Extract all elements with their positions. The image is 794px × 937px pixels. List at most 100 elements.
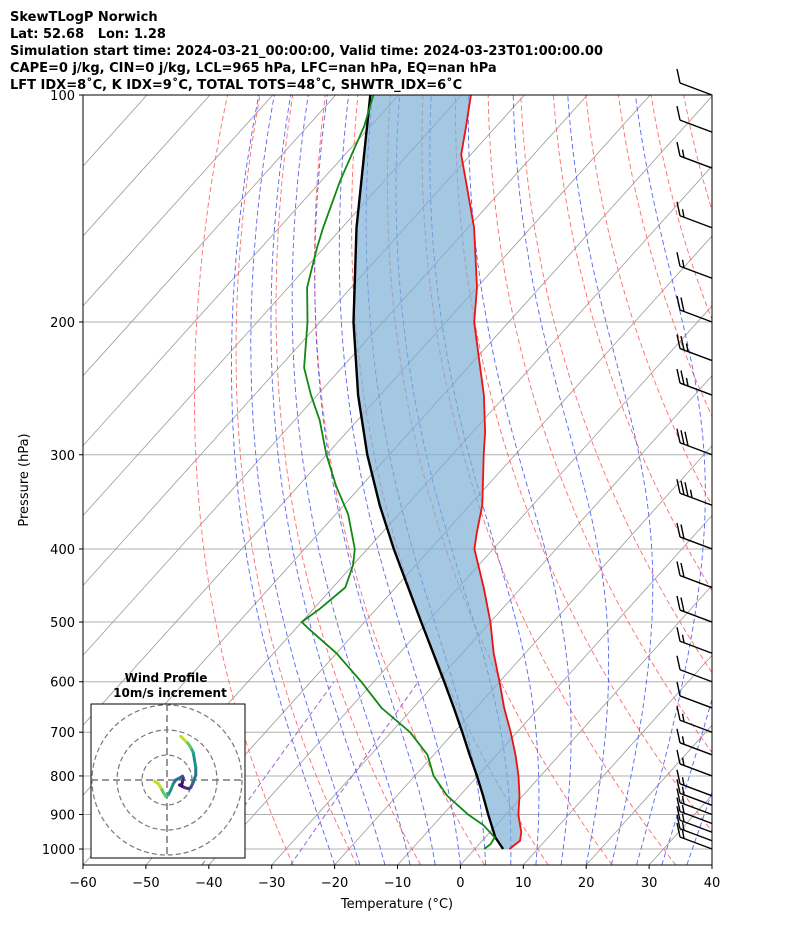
wind-barb-half (681, 736, 685, 745)
wind-barb-half (681, 795, 685, 805)
x-tick-label: −60 (69, 876, 96, 891)
wind-barb-full (676, 749, 681, 765)
parcel-profile-line (352, 95, 505, 850)
wind-barb-full (680, 297, 685, 312)
stability-indices-1: CAPE=0 j/kg, CIN=0 j/kg, LCL=965 hPa, LF… (10, 61, 497, 76)
wind-barb-shaft (679, 442, 713, 456)
isotherm-line (397, 514, 712, 865)
wind-barb-half (681, 822, 685, 831)
dry-adiabat-line (585, 95, 712, 507)
wind-barb-full (676, 627, 681, 642)
wind-barbs (676, 68, 713, 850)
wind-barb-half (681, 830, 685, 839)
dry-adiabat-line (487, 95, 712, 754)
isotherm-line (460, 584, 712, 865)
wind-barb (676, 797, 713, 825)
wind-barb-full (676, 334, 681, 349)
isotherm-line (83, 95, 274, 307)
wind-barb-full (680, 370, 685, 385)
wind-barb-shaft (679, 763, 713, 777)
hodograph-inset: Wind Profile 10m/s increment (90, 671, 246, 859)
isotherm-line (271, 375, 712, 865)
hodograph-plot (91, 704, 245, 858)
mixing-ratio-line (201, 681, 335, 865)
wind-barb-full (676, 252, 681, 267)
moist-adiabat-line (711, 863, 712, 865)
isotherm-line (145, 235, 712, 865)
hodograph-trace-low (153, 779, 160, 786)
dry-adiabat-line (455, 95, 712, 832)
wind-barb-full (676, 797, 681, 812)
dry-adiabat-line (716, 95, 794, 865)
y-tick-label: 500 (50, 616, 75, 631)
dry-adiabat-line (617, 95, 712, 418)
y-tick-label: 600 (50, 676, 75, 691)
wind-barb-shaft (679, 819, 713, 833)
isotherm-line (208, 305, 712, 865)
wind-barb-half (685, 377, 689, 387)
isotherm-line (648, 794, 712, 865)
wind-barb (676, 706, 713, 733)
wind-barb-shaft (679, 801, 713, 816)
wind-barb-full (676, 728, 681, 743)
wind-barb-full (676, 105, 681, 121)
isotherm-line (83, 95, 462, 517)
wind-barb (676, 295, 713, 323)
wind-barb (676, 655, 713, 683)
x-tick-label: −50 (132, 876, 159, 891)
wind-barb-half (685, 343, 689, 352)
wind-barb-shaft (679, 792, 713, 806)
moist-adiabat-line (231, 95, 336, 865)
wind-barb-shaft (679, 119, 713, 133)
wind-barb-full (680, 524, 685, 539)
wind-barb (676, 627, 713, 654)
wind-barb-full (676, 295, 681, 311)
dry-adiabat-line (683, 95, 712, 212)
dry-adiabat-line (520, 95, 712, 674)
wind-barb (676, 561, 713, 589)
isotherm-line (83, 95, 651, 726)
dry-adiabat-line (314, 95, 485, 865)
dry-adiabat-line (194, 95, 294, 865)
y-tick-label: 300 (50, 449, 75, 464)
x-tick-label: 0 (456, 876, 464, 891)
x-tick-label: 10 (515, 876, 532, 891)
wind-barb-full (676, 561, 681, 576)
wind-barb-shaft (679, 265, 713, 279)
wind-barb-full (676, 769, 681, 784)
wind-barb-shaft (679, 309, 713, 323)
y-tick-label: 200 (50, 316, 75, 331)
wind-barb-full (676, 68, 681, 84)
wind-barb-full (676, 141, 681, 157)
wind-barb (676, 479, 713, 506)
y-tick-label: 100 (50, 89, 75, 104)
wind-barb-half (681, 634, 685, 643)
dry-adiabat-line (552, 95, 712, 592)
wind-barb-full (676, 428, 681, 443)
wind-barb-full (680, 562, 685, 578)
wind-barb (676, 769, 713, 797)
wind-barb-full (676, 822, 681, 838)
wind-barb-full (680, 480, 685, 495)
station-title: SkewTLogP Norwich (10, 10, 158, 25)
wind-barb-full (676, 479, 681, 494)
x-tick-label: 30 (641, 876, 658, 891)
wind-barb (676, 595, 713, 623)
wind-barb-shaft (679, 719, 713, 733)
wind-barb-shaft (679, 574, 713, 589)
wind-barb-half (681, 804, 685, 814)
wind-barb-full (676, 595, 681, 611)
wind-barb-shaft (679, 609, 713, 623)
wind-barb-half (681, 757, 685, 766)
mixing-ratio-line (290, 681, 419, 865)
wind-barb (676, 428, 713, 456)
x-tick-label: 20 (578, 876, 595, 891)
wind-barb (676, 681, 713, 709)
wind-barb (676, 779, 713, 806)
y-axis-ticks: 100 200 300 400 500 600 700 800 900 1000 (42, 89, 83, 858)
cin-shaded-area (353, 95, 522, 849)
wind-barb-full (676, 681, 681, 697)
wind-barb-half (681, 813, 685, 822)
wind-barb-full (676, 814, 681, 829)
